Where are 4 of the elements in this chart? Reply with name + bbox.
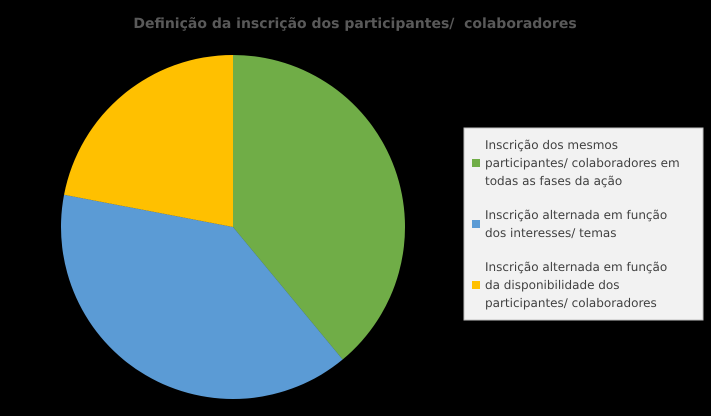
- legend-label: Inscrição dos mesmos participantes/ colaboradores em todas as fases da ação: [485, 138, 684, 188]
- legend-label: Inscrição alternada em função da disponibilidade dos participantes/ colaboradores: [485, 260, 672, 310]
- chart-title: Definição da inscrição dos participantes/ colaboradores: [133, 16, 577, 32]
- legend-label: Inscrição alternada em função dos interesses/ temas: [485, 208, 672, 240]
